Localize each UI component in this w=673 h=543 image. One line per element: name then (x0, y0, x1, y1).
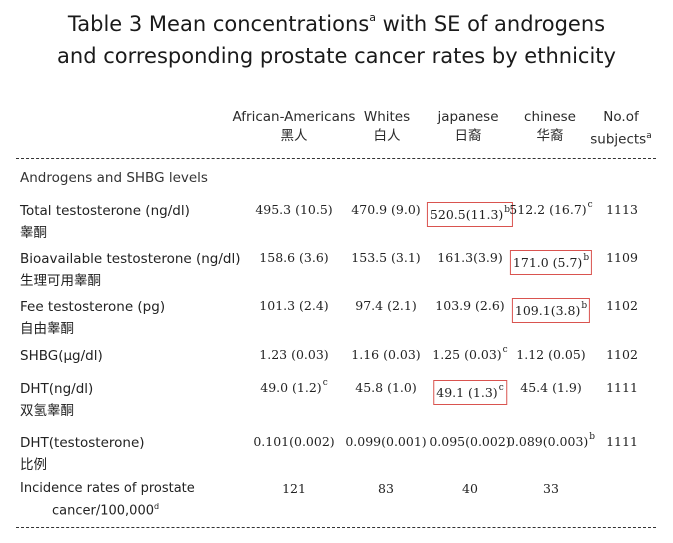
row-label: Total testosterone (ng/dl) 睾酮 (20, 200, 190, 244)
row-label-zh: 自由睾酮 (20, 321, 74, 337)
row-label: DHT(ng/dl) 双氢睾酮 (20, 378, 93, 422)
table-cell-highlighted: 520.5(11.3)b (426, 202, 514, 228)
table-cell: 1102 (606, 298, 638, 313)
table-cell: 1102 (606, 347, 638, 362)
table-cell: 0.099(0.001) (345, 434, 427, 449)
table-cell: 1113 (606, 202, 638, 217)
table-cell: 45.8 (1.0) (355, 380, 417, 395)
row-label-zh: 双氢睾酮 (20, 403, 74, 419)
table-cell: 101.3 (2.4) (259, 298, 329, 313)
header-subjects: No.of subjectsa (590, 109, 652, 148)
divider-bottom (16, 527, 656, 528)
table-cell: 470.9 (9.0) (351, 202, 421, 217)
table-cell-highlighted: 171.0 (5.7)b (509, 250, 593, 276)
incidence-cell: 83 (378, 481, 394, 496)
row-label-zh: 比例 (20, 457, 47, 473)
table-cell: 161.3(3.9) (437, 250, 503, 265)
row-label-zh: 生理可用睾酮 (20, 273, 101, 289)
table-title-line2: and corresponding prostate cancer rates … (57, 44, 616, 68)
table-title-line1: Table 3 Mean concentrationsa with SE of … (67, 11, 606, 36)
divider-top (16, 158, 656, 159)
table-cell: 1.23 (0.03) (259, 347, 329, 362)
incidence-cell: 121 (282, 481, 306, 496)
table-cell: 1.12 (0.05) (516, 347, 586, 362)
header-african-americans: African-Americans 黑人 (232, 109, 356, 144)
row-label-zh: 睾酮 (20, 225, 47, 241)
table-cell: 0.095(0.002) (429, 434, 511, 449)
table-cell: 1111 (606, 434, 638, 449)
row-label-en: Total testosterone (ng/dl) (20, 203, 190, 219)
section-label: Androgens and SHBG levels (20, 170, 208, 186)
table-cell: 1.25 (0.03)c (432, 345, 508, 363)
table-cell: 495.3 (10.5) (255, 202, 333, 217)
table-cell: 512.2 (16.7)c (509, 200, 593, 218)
table-cell: 1111 (606, 380, 638, 395)
header-whites: Whites 白人 (363, 109, 411, 144)
incidence-label: Incidence rates of prostate cancer/100,0… (20, 481, 195, 519)
row-label-en: Fee testosterone (pg) (20, 299, 166, 315)
table-cell-highlighted: 109.1(3.8)b (511, 298, 591, 324)
table-cell: 97.4 (2.1) (355, 298, 417, 313)
table-cell: 158.6 (3.6) (259, 250, 329, 265)
table-cell: 45.4 (1.9) (520, 380, 582, 395)
header-chinese: chinese 华裔 (524, 109, 576, 144)
table-cell: 153.5 (3.1) (351, 250, 421, 265)
row-label: Fee testosterone (pg) 自由睾酮 (20, 296, 165, 340)
header-japanese: japanese 日裔 (437, 109, 499, 144)
row-label-en: Bioavailable testosterone (ng/dl) (20, 251, 241, 267)
table-cell: 0.101(0.002) (253, 434, 335, 449)
row-label: SHBG(μg/dl) (20, 345, 103, 367)
incidence-cell: 40 (462, 481, 478, 496)
table-cell-highlighted: 49.1 (1.3)c (433, 380, 507, 406)
table-cell: 49.0 (1.2)c (260, 378, 328, 396)
row-label: Bioavailable testosterone (ng/dl) 生理可用睾酮 (20, 248, 241, 292)
table-cell: 1109 (606, 250, 638, 265)
row-label-en: SHBG(μg/dl) (20, 348, 103, 364)
row-label-en: DHT(ng/dl) (20, 381, 94, 397)
table-cell: 103.9 (2.6) (435, 298, 505, 313)
incidence-cell: 33 (543, 481, 559, 496)
table-cell: 0.089(0.003)b (506, 432, 596, 450)
row-label: DHT(testosterone) 比例 (20, 432, 145, 476)
table-cell: 1.16 (0.03) (351, 347, 421, 362)
row-label-en: DHT(testosterone) (20, 435, 145, 451)
